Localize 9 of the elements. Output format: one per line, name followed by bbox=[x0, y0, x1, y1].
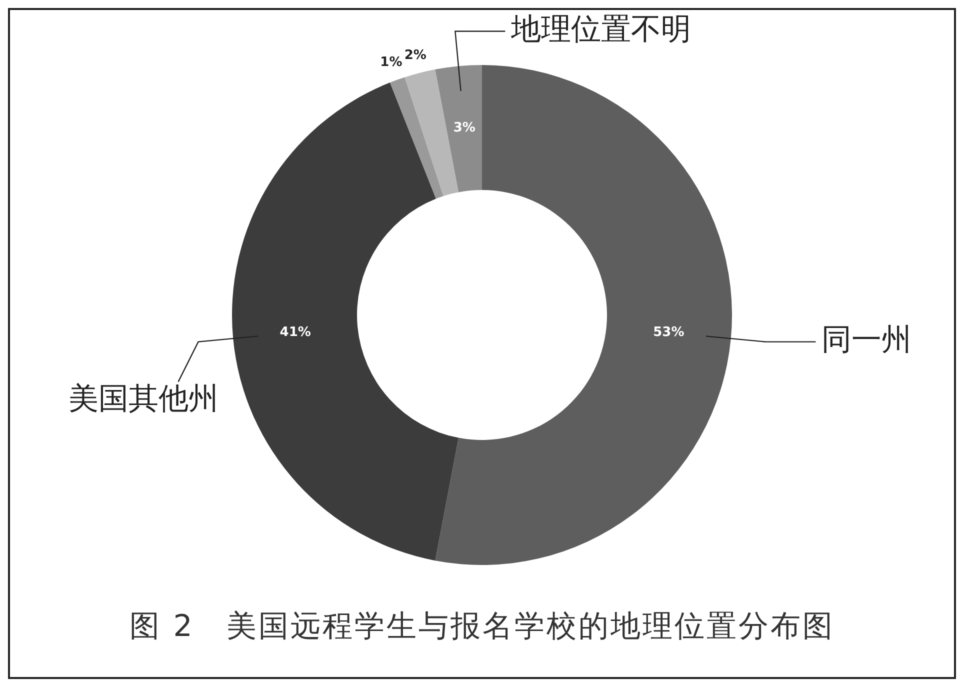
slice-label: 美国其他州 bbox=[68, 382, 218, 417]
data-label: 2% bbox=[404, 48, 426, 63]
data-label: 53% bbox=[653, 325, 684, 340]
slice-label: 同一州 bbox=[822, 322, 912, 358]
data-label: 3% bbox=[453, 120, 476, 136]
text: 图 2 美国远程学生与报名学校的地理位置分布图 bbox=[128, 608, 836, 646]
data-label: 41% bbox=[280, 325, 311, 340]
slice-label: 地理位置不明 bbox=[510, 12, 692, 48]
data-label: 1% bbox=[380, 55, 402, 70]
